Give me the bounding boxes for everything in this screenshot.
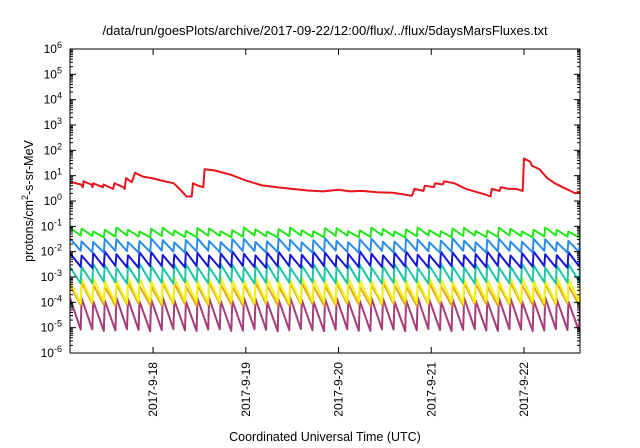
y-axis: 10-6 10-5 10-4 10-3 10-2 10-1 100 101 102 103 104 1…: [41, 40, 580, 360]
y-tick-label: 106: [44, 40, 62, 56]
series-line: [70, 237, 580, 254]
y-tick-label: 10-3: [41, 268, 62, 284]
series-line: [70, 226, 580, 239]
series-layer: [70, 157, 580, 333]
y-tick-label: 104: [44, 91, 62, 107]
y-tick-label: 10-2: [41, 243, 62, 259]
x-tick-label: 2017-9-22: [517, 362, 531, 417]
y-tick-label: 105: [44, 65, 62, 81]
y-axis-label: protons/cm2-s-sr-MeV: [20, 139, 36, 261]
y-tick-label: 103: [44, 116, 62, 132]
y-tick-label: 10-1: [41, 217, 62, 233]
x-tick-label: 2017-9-19: [239, 362, 253, 417]
x-axis: 2017-9-18 2017-9-19 2017-9-20 2017-9-21 2017…: [146, 49, 531, 417]
chart-title: /data/run/goesPlots/archive/2017-09-22/1…: [102, 23, 548, 38]
series-line: [70, 250, 580, 269]
x-tick-label: 2017-9-18: [146, 362, 160, 417]
x-tick-label: 2017-9-20: [332, 362, 346, 417]
y-tick-label: 100: [44, 192, 62, 208]
y-tick-label: 101: [44, 167, 62, 183]
y-tick-label: 102: [44, 141, 62, 157]
y-tick-label: 10-5: [41, 319, 62, 335]
x-tick-label: 2017-9-21: [424, 362, 438, 417]
y-tick-label: 10-6: [41, 344, 62, 360]
series-line: [70, 157, 580, 198]
series-line: [70, 262, 580, 285]
y-tick-label: 10-4: [41, 293, 62, 309]
x-axis-label: Coordinated Universal Time (UTC): [229, 430, 421, 444]
